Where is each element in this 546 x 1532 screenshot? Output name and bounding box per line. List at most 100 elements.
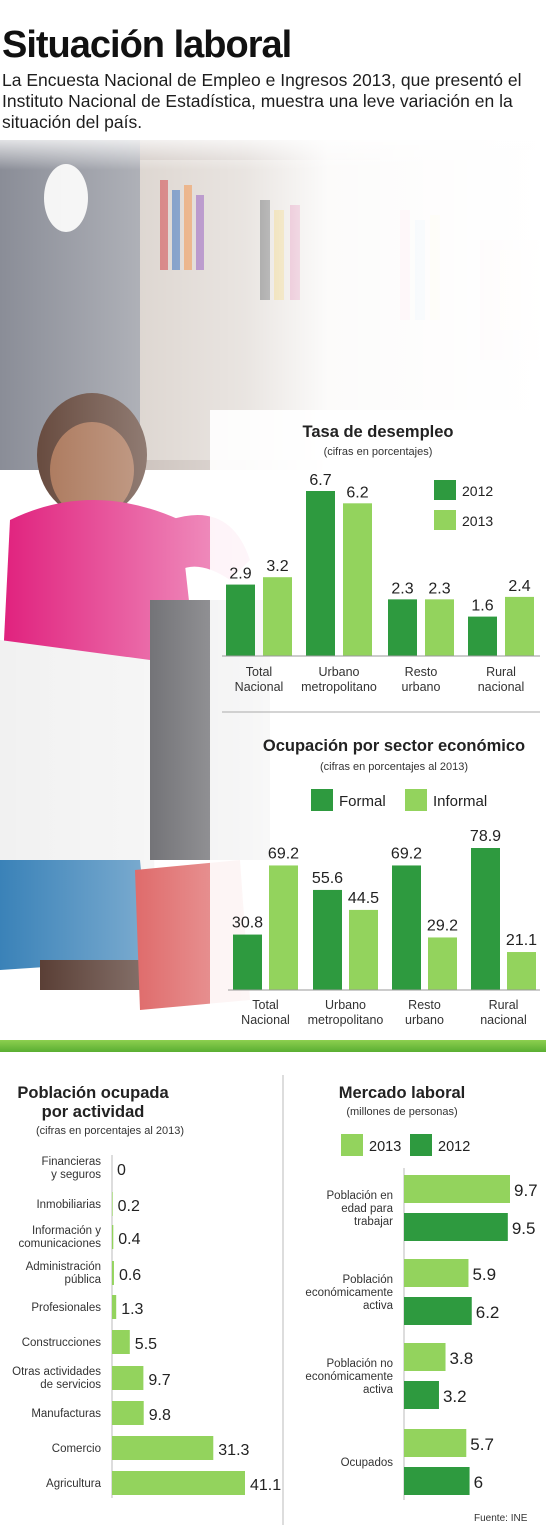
category-label: activa [363,1384,394,1396]
value-label: 2.4 [508,578,530,595]
bar [306,491,335,656]
category-label: nacional [480,1013,527,1027]
value-label: 1.3 [121,1301,143,1318]
category-label: Población [342,1274,393,1286]
category-label: trabajar [354,1216,393,1228]
bar [425,599,454,656]
chart-title-line2: por actividad [42,1103,145,1121]
category-label: Nacional [241,1013,290,1027]
category-label: Rural [486,665,516,679]
bar [404,1343,446,1371]
category-label: Otras actividades [12,1366,101,1378]
category-label: metropolitano [301,680,377,694]
value-label: 9.7 [514,1181,538,1200]
category-label: Agricultura [46,1478,102,1490]
category-label: económicamente [305,1287,393,1299]
category-label: Urbano [319,665,360,679]
source-note: Fuente: INE [474,1513,528,1524]
category-label: activa [363,1300,394,1312]
chart-subtitle: (cifras en porcentajes al 2013) [36,1125,184,1137]
value-label: 69.2 [391,845,422,862]
legend-swatch-2012 [434,480,456,500]
bar [313,889,342,990]
bar [343,503,372,656]
legend-label: 2013 [369,1139,401,1155]
legend-label: Formal [339,793,386,810]
legend-swatch-2013 [434,510,456,530]
bar [112,1401,144,1425]
category-label: Profesionales [31,1302,101,1314]
value-label: 44.5 [348,890,379,907]
chart-title: Mercado laboral [339,1084,466,1102]
value-label: 2.9 [229,566,251,583]
category-label: y seguros [51,1169,101,1181]
chart-title: Tasa de desempleo [302,423,453,441]
category-label: Urbano [325,998,366,1012]
section-divider-bar [0,1040,546,1052]
value-label: 0.4 [118,1231,140,1248]
chart-subtitle: (cifras en porcentajes al 2013) [320,761,468,773]
value-label: 5.5 [135,1336,157,1353]
legend-swatch-Formal [311,789,333,811]
category-label: económicamente [305,1371,393,1383]
value-label: 69.2 [268,845,299,862]
legend-label: Informal [433,793,487,810]
value-label: 6.2 [346,484,368,501]
bar [349,909,378,990]
category-label: Total [246,665,272,679]
value-label: 6.2 [476,1303,500,1322]
bar [392,865,421,990]
value-label: 0.6 [119,1267,141,1284]
bar [404,1467,470,1495]
category-label: nacional [478,680,525,694]
chart-subtitle: (millones de personas) [346,1106,457,1118]
category-label: Financieras [42,1156,102,1168]
bar [112,1330,130,1354]
category-label: Administración [26,1261,101,1273]
value-label: 29.2 [427,917,458,934]
bar [233,934,262,990]
value-label: 6 [474,1473,483,1492]
value-label: 3.2 [443,1387,467,1406]
value-label: 2.3 [428,580,450,597]
legend-swatch-Informal [405,789,427,811]
legend-label: 2012 [438,1139,470,1155]
bar [404,1175,510,1203]
bar [112,1261,114,1285]
value-label: 3.8 [450,1349,474,1368]
bar [263,577,292,656]
legend-label: 2012 [462,483,493,499]
bar [428,937,457,990]
value-label: 0 [117,1162,126,1179]
bar [226,584,255,656]
value-label: 9.7 [148,1372,170,1389]
chart-subtitle: (cifras en porcentajes) [324,446,433,458]
legend-label: 2013 [462,513,493,529]
category-label: Población en [327,1190,394,1202]
bar [112,1471,245,1495]
value-label: 21.1 [506,932,537,949]
category-label: de servicios [40,1379,101,1391]
category-label: edad para [341,1203,393,1215]
bar [404,1429,467,1457]
bar [404,1381,439,1409]
bar [505,596,534,656]
bar [404,1259,469,1287]
value-label: 31.3 [218,1442,249,1459]
value-label: 2.3 [391,580,413,597]
category-label: metropolitano [308,1013,384,1027]
legend-swatch-2013 [341,1134,363,1156]
header-photo-section: Situación laboral La Encuesta Nacional d… [0,0,546,1048]
bar [112,1366,144,1390]
bar [507,952,536,990]
chart-title-line1: Población ocupada [17,1084,169,1102]
value-label: 1.6 [471,598,493,615]
category-label: Resto [408,998,441,1012]
bar [112,1295,117,1319]
value-label: 3.2 [266,558,288,575]
value-label: 9.5 [512,1219,536,1238]
category-label: Construcciones [22,1337,102,1349]
category-label: urbano [405,1013,444,1027]
page-title: Situación laboral [2,24,292,66]
